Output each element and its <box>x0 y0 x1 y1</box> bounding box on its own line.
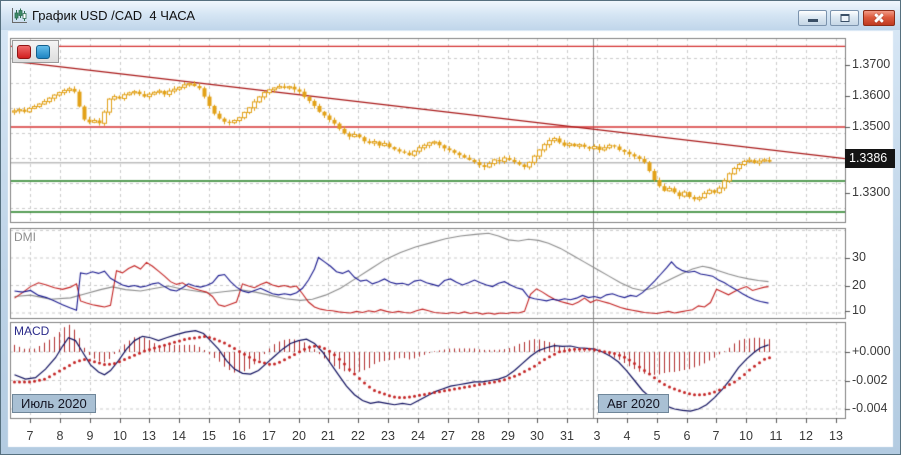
time-axis-label: 28 <box>471 429 485 443</box>
maximize-icon <box>840 14 849 22</box>
time-axis-label: 27 <box>441 429 455 443</box>
dmi-axis-label: 10 <box>852 303 866 317</box>
price-axis-label: 1.3300 <box>852 185 891 199</box>
macd-axis-label: -0.004 <box>852 401 888 415</box>
time-axis-label: 4 <box>623 429 631 443</box>
time-axis-label: 23 <box>381 429 395 443</box>
minimize-button[interactable] <box>798 10 827 26</box>
time-axis-label: 7 <box>712 429 720 443</box>
window-title: График USD /CAD 4 ЧАСА <box>32 8 196 23</box>
month-label-august: Авг 2020 <box>598 394 669 413</box>
candlestick-chart-icon <box>12 8 27 23</box>
time-axis-label: 20 <box>292 429 306 443</box>
time-axis-label: 22 <box>351 429 365 443</box>
time-axis-label: 31 <box>560 429 574 443</box>
time-axis-label: 21 <box>321 429 335 443</box>
minimize-icon <box>807 19 818 22</box>
time-axis-label: 7 <box>26 429 34 443</box>
maximize-button[interactable] <box>830 10 859 26</box>
macd-axis-label: +0.000 <box>852 344 891 358</box>
time-axis-label: 6 <box>683 429 691 443</box>
time-axis-label: 17 <box>262 429 276 443</box>
close-button[interactable] <box>863 10 895 26</box>
time-axis-label: 5 <box>653 429 661 443</box>
time-axis-label: 24 <box>411 429 425 443</box>
price-axis-label: 1.3600 <box>852 88 891 102</box>
dmi-panel-title: DMI <box>14 230 36 244</box>
time-axis-label: 10 <box>739 429 753 443</box>
time-axis-label: 13 <box>142 429 156 443</box>
time-axis-label: 11 <box>769 429 783 443</box>
time-axis-label: 10 <box>113 429 127 443</box>
current-price-badge: 1.3386 <box>845 149 895 168</box>
time-axis-label: 30 <box>530 429 544 443</box>
macd-axis-label: -0.002 <box>852 373 888 387</box>
time-axis-label: 8 <box>56 429 64 443</box>
price-axis-label: 1.3500 <box>852 119 891 133</box>
price-axis-label: 1.3700 <box>852 57 891 71</box>
red-marker-tool-button[interactable] <box>17 45 31 59</box>
dmi-axis-label: 20 <box>852 278 866 292</box>
dmi-axis-label: 30 <box>852 250 866 264</box>
time-axis-label: 16 <box>232 429 246 443</box>
blue-marker-tool-button[interactable] <box>36 45 50 59</box>
time-axis-label: 15 <box>202 429 216 443</box>
time-axis-label: 12 <box>799 429 813 443</box>
month-label-july: Июль 2020 <box>12 394 96 413</box>
time-axis-label: 14 <box>172 429 186 443</box>
drawing-toolbar <box>12 40 59 63</box>
time-axis-label: 3 <box>593 429 601 443</box>
time-axis-label: 29 <box>501 429 515 443</box>
time-axis-label: 9 <box>86 429 94 443</box>
title-bar[interactable]: График USD /CAD 4 ЧАСА <box>1 1 900 30</box>
time-axis-label: 13 <box>829 429 843 443</box>
macd-panel-title: MACD <box>14 324 50 338</box>
